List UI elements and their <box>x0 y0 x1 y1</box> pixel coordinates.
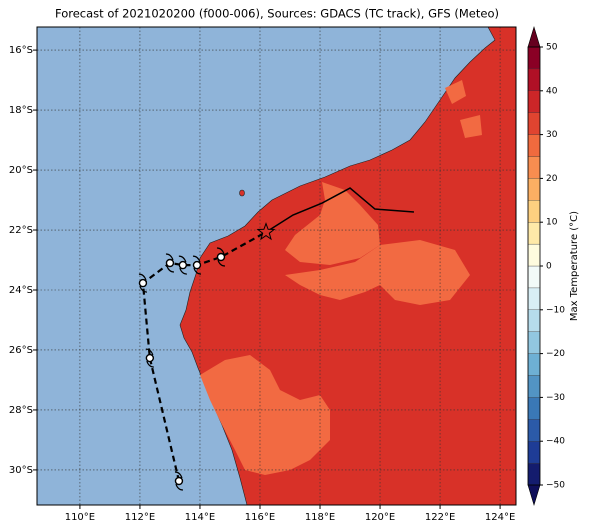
colorbar-band <box>527 134 541 157</box>
y-tick-label: 26°S <box>9 345 33 356</box>
colorbar-band <box>527 90 541 113</box>
colorbar-band <box>527 441 541 464</box>
colorbar-band <box>527 200 541 223</box>
colorbar-extend-bottom <box>527 484 541 507</box>
y-tick-label: 24°S <box>9 285 33 296</box>
y-tick-label: 20°S <box>9 165 33 176</box>
colorbar-band <box>527 331 541 354</box>
warm-region <box>285 182 380 265</box>
x-tick-label: 122°E <box>425 512 455 523</box>
cyclone-eye <box>145 353 155 363</box>
colorbar-band <box>527 397 541 420</box>
x-tick-label: 116°E <box>245 512 275 523</box>
cyclone-symbol <box>174 471 184 491</box>
cyclone-symbol <box>178 255 188 275</box>
cyclone-arm <box>165 253 174 273</box>
colorbar-band <box>527 68 541 91</box>
warm-region <box>445 80 482 138</box>
cyclone-arm <box>174 471 183 491</box>
colorbar-tick-label: 40 <box>546 86 558 96</box>
colorbar-band <box>527 462 541 486</box>
colorbar-band <box>527 265 541 289</box>
cyclone-eye <box>165 258 175 268</box>
x-tick-label: 112°E <box>125 512 155 523</box>
colorbar-tick-label: −50 <box>546 481 565 491</box>
colorbar-band <box>527 353 541 376</box>
colorbar-tick-label: 20 <box>546 174 558 184</box>
cyclone-arm <box>138 273 147 293</box>
cyclone-symbol <box>165 253 175 273</box>
x-tick-label: 118°E <box>305 512 335 523</box>
x-tick-label: 120°E <box>365 512 395 523</box>
colorbar-band <box>527 222 541 245</box>
warm-region <box>285 240 470 305</box>
cyclone-eye <box>174 476 184 486</box>
colorbar-label: Max Temperature (°C) <box>569 211 580 321</box>
x-tick-label: 114°E <box>185 512 215 523</box>
colorbar-band <box>527 309 541 332</box>
y-tick-label: 18°S <box>9 105 33 116</box>
map-title: Forecast of 2021020200 (f000-006), Sourc… <box>55 7 499 21</box>
cyclone-arm <box>192 255 202 275</box>
cyclone-eye <box>178 260 188 270</box>
colorbar-tick-label: −30 <box>546 393 565 403</box>
y-tick-label: 28°S <box>9 405 33 416</box>
x-tick-label: 124°E <box>485 512 515 523</box>
colorbar-band <box>527 112 541 135</box>
colorbar-band <box>527 419 541 442</box>
colorbar-band <box>527 46 541 70</box>
x-tick-label: 110°E <box>65 512 95 523</box>
y-tick-label: 16°S <box>9 45 33 56</box>
colorbar-tick-label: 0 <box>546 262 552 272</box>
cyclone-symbol <box>145 348 155 368</box>
colorbar-band <box>527 243 541 267</box>
cyclone-symbol <box>138 273 148 293</box>
colorbar-band <box>527 375 541 398</box>
cyclone-symbol <box>216 247 226 267</box>
y-tick-label: 22°S <box>9 225 33 236</box>
cyclone-arm <box>216 247 226 267</box>
cyclone-symbol <box>192 255 202 275</box>
map-area <box>37 27 516 505</box>
map-frame <box>36 26 517 506</box>
colorbar-tick-label: 30 <box>546 130 558 140</box>
colorbar-tick-label: −10 <box>546 305 565 315</box>
colorbar-tick-label: −40 <box>546 437 565 447</box>
colorbar-band <box>527 156 541 179</box>
cyclone-arm <box>178 255 187 275</box>
colorbar-tick-label: 50 <box>546 43 558 53</box>
colorbar-tick-label: 10 <box>546 218 558 228</box>
colorbar-band <box>527 178 541 201</box>
colorbar-extend-top <box>527 25 541 48</box>
cyclone-eye <box>216 252 226 262</box>
past-track <box>265 187 415 233</box>
island <box>239 189 245 197</box>
y-tick-label: 30°S <box>9 465 33 476</box>
cyclone-arm <box>145 348 154 368</box>
warm-region <box>200 355 330 475</box>
colorbar-tick-label: −20 <box>546 349 565 359</box>
cyclone-eye <box>138 278 148 288</box>
colorbar-band <box>527 287 541 310</box>
forecast-track <box>141 231 267 482</box>
current-position <box>256 222 276 241</box>
cyclone-eye <box>192 260 202 270</box>
